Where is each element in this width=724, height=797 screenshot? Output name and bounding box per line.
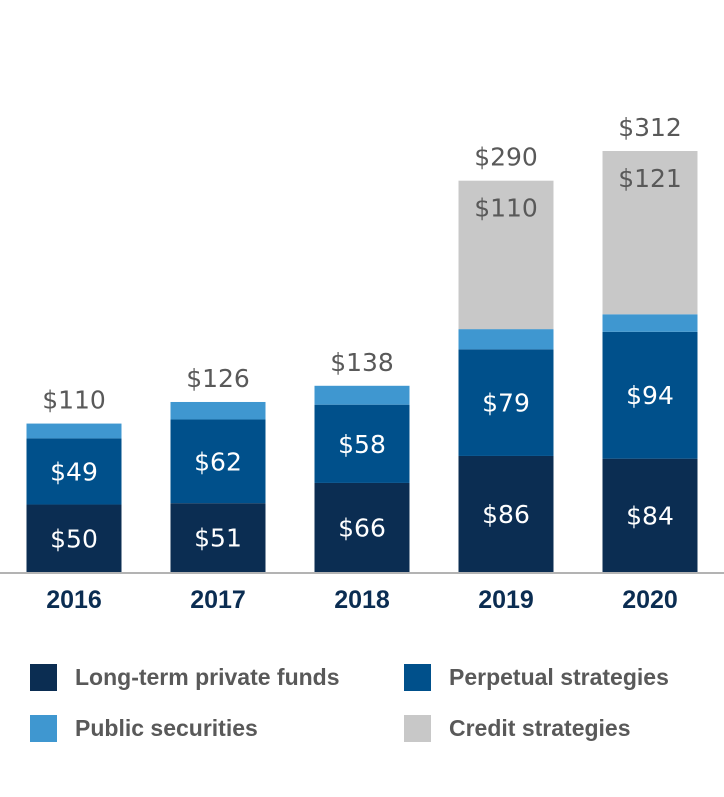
total-label-2020: $312 <box>618 113 682 142</box>
legend-label-public-securities: Public securities <box>75 714 258 741</box>
legend-item-credit-strategies: Credit strategies <box>404 713 631 743</box>
x-tick-label-2017: 2017 <box>190 586 246 614</box>
x-tick-label-2019: 2019 <box>478 586 534 614</box>
value-label-long-term-private-funds-2018: $66 <box>338 513 386 542</box>
bar-public-securities-2019 <box>458 329 554 350</box>
bar-perpetual-strategies-2019 <box>458 349 554 456</box>
x-tick-label-2020: 2020 <box>622 586 678 614</box>
value-label-long-term-private-funds-2019: $86 <box>482 500 530 529</box>
bar-long-term-private-funds-2017 <box>170 503 266 572</box>
bar-perpetual-strategies-2020 <box>602 331 698 459</box>
stacked-bar-chart: $50 $49 $110 2016 $51 $62 $126 2017 $66 $58 $138 20… <box>0 113 724 614</box>
legend-item-long-term-private-funds: Long-term private funds <box>30 662 340 692</box>
legend-swatch-credit-strategies <box>404 714 431 742</box>
bar-public-securities-2020 <box>602 314 698 332</box>
total-label-2018: $138 <box>330 348 394 377</box>
bar-long-term-private-funds-2018 <box>314 482 410 572</box>
bar-credit-strategies-2020 <box>602 151 698 315</box>
value-label-perpetual-strategies-2017: $62 <box>194 447 242 476</box>
legend-label-credit-strategies: Credit strategies <box>449 714 631 741</box>
legend-swatch-long-term-private-funds <box>30 663 57 691</box>
value-label-perpetual-strategies-2018: $58 <box>338 430 386 459</box>
bar-public-securities-2016 <box>26 423 122 439</box>
legend-swatch-perpetual-strategies <box>404 663 431 691</box>
legend-label-perpetual-strategies: Perpetual strategies <box>449 663 669 690</box>
x-tick-label-2018: 2018 <box>334 586 390 614</box>
value-label-perpetual-strategies-2016: $49 <box>50 457 98 486</box>
bar-public-securities-2018 <box>314 385 410 405</box>
value-label-long-term-private-funds-2017: $51 <box>194 524 242 553</box>
bar-perpetual-strategies-2018 <box>314 404 410 483</box>
total-label-2017: $126 <box>186 364 250 393</box>
bar-credit-strategies-2019 <box>458 180 554 330</box>
bar-long-term-private-funds-2020 <box>602 458 698 572</box>
bar-long-term-private-funds-2016 <box>26 504 122 572</box>
total-label-2019: $290 <box>474 143 538 172</box>
value-label-perpetual-strategies-2019: $79 <box>482 389 530 418</box>
total-label-2016: $110 <box>42 386 106 415</box>
value-label-perpetual-strategies-2020: $94 <box>626 381 674 410</box>
value-label-credit-strategies-2019: $110 <box>474 194 538 223</box>
legend-swatch-public-securities <box>30 714 57 742</box>
legend-item-public-securities: Public securities <box>30 713 258 743</box>
bar-perpetual-strategies-2016 <box>26 438 122 505</box>
bar-public-securities-2017 <box>170 401 266 420</box>
value-label-long-term-private-funds-2020: $84 <box>626 501 674 530</box>
bar-long-term-private-funds-2019 <box>458 455 554 572</box>
value-label-long-term-private-funds-2016: $50 <box>50 524 98 553</box>
x-tick-label-2016: 2016 <box>46 586 102 614</box>
legend-label-long-term-private-funds: Long-term private funds <box>75 663 340 690</box>
bar-perpetual-strategies-2017 <box>170 419 266 504</box>
legend-item-perpetual-strategies: Perpetual strategies <box>404 662 669 692</box>
value-label-credit-strategies-2020: $121 <box>618 164 682 193</box>
legend: Long-term private funds Perpetual strate… <box>30 660 720 760</box>
